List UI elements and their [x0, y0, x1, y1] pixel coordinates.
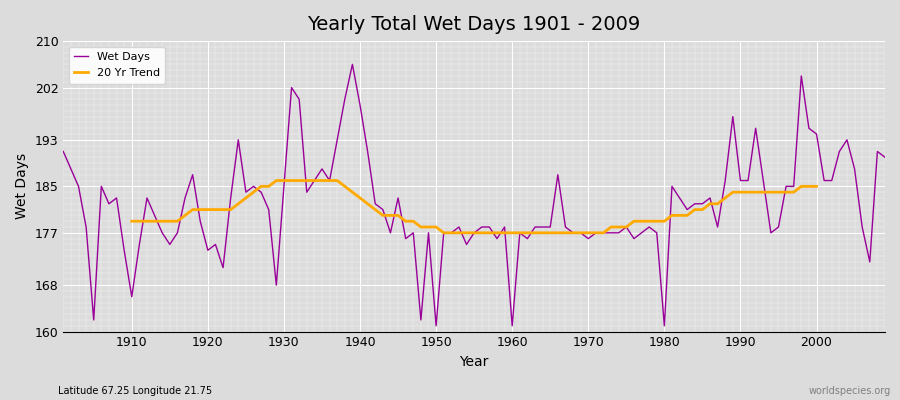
- Title: Yearly Total Wet Days 1901 - 2009: Yearly Total Wet Days 1901 - 2009: [308, 15, 641, 34]
- 20 Yr Trend: [537, 230, 548, 235]
- Wet Days: [431, 323, 442, 328]
- Line: Wet Days: Wet Days: [63, 64, 885, 326]
- Wet Days: [332, 138, 343, 142]
- 20 Yr Trend: [309, 178, 320, 183]
- Y-axis label: Wet Days: Wet Days: [15, 153, 29, 220]
- 20 Yr Trend: [720, 196, 731, 200]
- Wet Days: [515, 230, 526, 235]
- Wet Days: [522, 236, 533, 241]
- 20 Yr Trend: [126, 219, 137, 224]
- Wet Days: [119, 248, 130, 253]
- 20 Yr Trend: [804, 184, 814, 189]
- 20 Yr Trend: [438, 230, 449, 235]
- Line: 20 Yr Trend: 20 Yr Trend: [131, 180, 816, 233]
- X-axis label: Year: Year: [460, 355, 489, 369]
- Wet Days: [879, 155, 890, 160]
- Wet Days: [613, 230, 624, 235]
- Text: worldspecies.org: worldspecies.org: [809, 386, 891, 396]
- 20 Yr Trend: [811, 184, 822, 189]
- 20 Yr Trend: [210, 207, 220, 212]
- Legend: Wet Days, 20 Yr Trend: Wet Days, 20 Yr Trend: [68, 47, 166, 84]
- 20 Yr Trend: [271, 178, 282, 183]
- Text: Latitude 67.25 Longitude 21.75: Latitude 67.25 Longitude 21.75: [58, 386, 212, 396]
- 20 Yr Trend: [293, 178, 304, 183]
- Wet Days: [286, 85, 297, 90]
- Wet Days: [58, 149, 68, 154]
- Wet Days: [347, 62, 358, 67]
